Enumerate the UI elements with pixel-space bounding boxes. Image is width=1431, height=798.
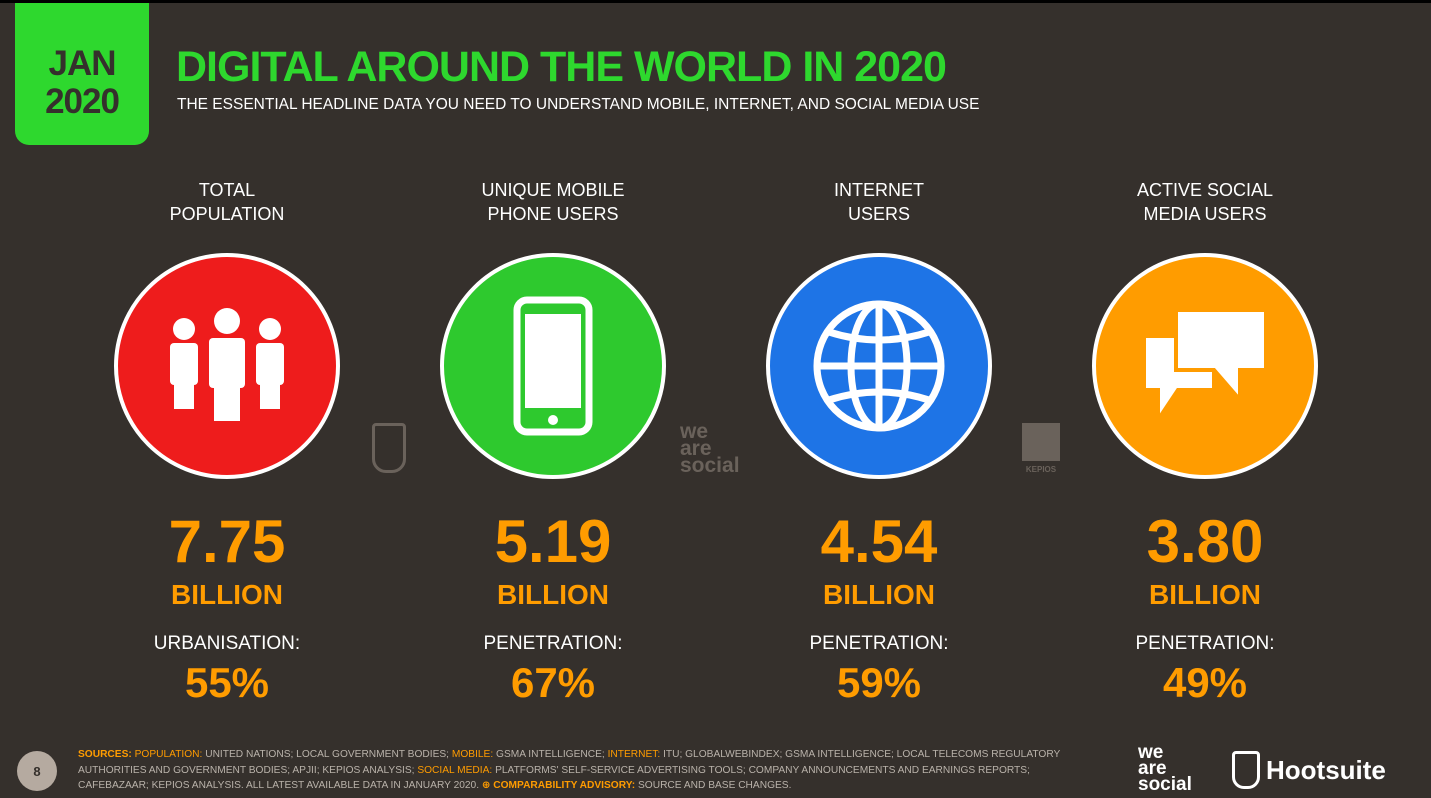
stat-label: ACTIVE SOCIAL MEDIA USERS [1136, 180, 1274, 224]
kepios-logo-icon [1022, 423, 1060, 461]
people-icon [114, 253, 340, 479]
speech-bubbles-icon [1092, 253, 1318, 479]
stat-sub-value: 55% [184, 659, 270, 706]
stat-social-media-users: ACTIVE SOCIAL MEDIA USERS 3.80 BILLION PE… [1055, 178, 1355, 707]
badge-year: 2020 [45, 82, 120, 121]
date-badge: JAN 2020 [15, 3, 149, 145]
stat-unit: BILLION [171, 579, 283, 610]
stat-sub-label: URBANISATION: [153, 633, 301, 654]
globe-icon [766, 253, 992, 479]
stat-total-population: TOTAL POPULATION 7.75 BILLION URBANISATIO… [77, 178, 377, 707]
slide: JAN 2020 DIGITAL AROUND THE WORLD IN 202… [0, 3, 1431, 798]
stat-sub-label: PENETRATION: [1135, 633, 1275, 654]
stat-sub-label: PENETRATION: [809, 633, 949, 654]
stat-sub-value: 59% [836, 659, 922, 706]
stat-sub-value: 49% [1162, 659, 1248, 706]
stat-unit: BILLION [497, 579, 609, 610]
page-title: DIGITAL AROUND THE WORLD IN 2020 [176, 43, 947, 91]
stat-unit: BILLION [1149, 579, 1261, 610]
kepios-watermark: KEPIOS [1022, 423, 1060, 474]
stat-value: 4.54 [820, 508, 938, 575]
badge-month: JAN [48, 44, 116, 83]
stat-unit: BILLION [823, 579, 935, 610]
stat-sub-label: PENETRATION: [483, 633, 623, 654]
stat-value: 5.19 [494, 508, 612, 575]
stat-value: 7.75 [168, 508, 286, 575]
owl-watermark-icon [372, 423, 406, 473]
hootsuite-logo: Hootsuite [1232, 751, 1386, 789]
page-subtitle: THE ESSENTIAL HEADLINE DATA YOU NEED TO … [177, 96, 980, 113]
we-are-social-watermark: we are social [680, 420, 740, 477]
stat-mobile-users: UNIQUE MOBILE PHONE USERS 5.19 BILLION PE… [403, 178, 703, 707]
stat-label: INTERNET USERS [834, 180, 924, 224]
sources-footnote: SOURCES: POPULATION: UNITED NATIONS; LOC… [78, 749, 1061, 791]
stat-internet-users: INTERNET USERS 4.54 BILLION PENETRATION: … [729, 178, 1029, 707]
stat-label: TOTAL POPULATION [169, 180, 285, 224]
stat-value: 3.80 [1146, 508, 1264, 575]
stat-sub-value: 67% [510, 659, 596, 706]
we-are-social-logo: we are social [1138, 742, 1192, 795]
page-number: 8 [17, 751, 57, 791]
stat-label: UNIQUE MOBILE PHONE USERS [481, 180, 625, 224]
owl-icon [1232, 751, 1260, 789]
mobile-phone-icon [440, 253, 666, 479]
